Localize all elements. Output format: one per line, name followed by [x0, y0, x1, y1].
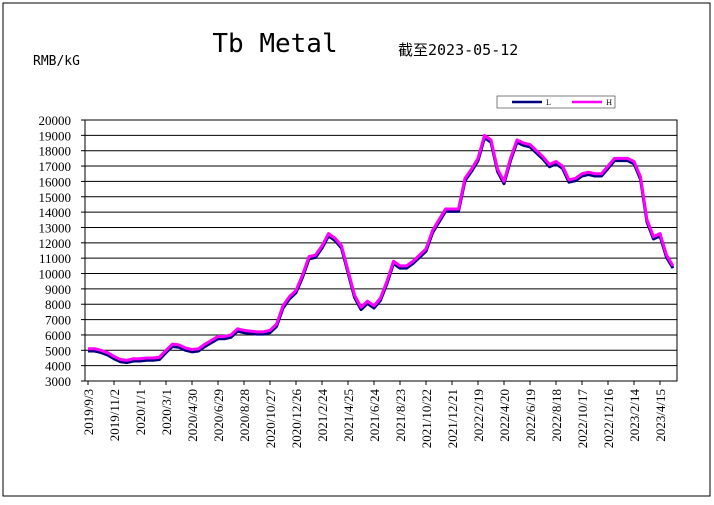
y-tick-label: 11000: [39, 251, 71, 266]
plot-area: [84, 119, 678, 382]
y-tick-label: 14000: [39, 205, 72, 220]
x-tick-label: 2021/8/23: [393, 389, 408, 442]
x-tick-label: 2021/2/24: [315, 389, 330, 442]
x-tick-label: 2019/11/2: [107, 389, 122, 441]
y-tick-label: 13000: [39, 220, 72, 235]
legend-label: H: [606, 99, 612, 107]
y-tick-label: 9000: [45, 282, 71, 297]
x-tick-label: 2020/6/29: [211, 389, 226, 442]
x-tick-label: 2020/4/30: [185, 389, 200, 442]
legend-label: L: [546, 99, 551, 107]
x-tick-label: 2020/12/26: [289, 389, 304, 449]
x-tick-label: 2021/6/24: [367, 389, 382, 442]
x-tick-label: 2023/2/14: [627, 389, 642, 442]
y-tick-label: 3000: [45, 374, 71, 389]
x-tick-label: 2019/9/3: [81, 389, 96, 435]
x-tick-label: 2022/10/17: [575, 389, 590, 449]
x-tick-label: 2021/12/21: [445, 389, 460, 448]
y-tick-label: 18000: [39, 144, 72, 159]
x-tick-label: 2021/4/25: [341, 389, 356, 442]
y-tick-label: 20000: [39, 113, 72, 128]
y-tick-label: 8000: [45, 297, 71, 312]
x-tick-label: 2020/3/1: [159, 389, 174, 435]
x-tick-label: 2022/6/19: [523, 389, 538, 442]
chart-subtitle: 截至2023-05-12: [398, 41, 518, 59]
y-tick-label: 4000: [45, 359, 71, 374]
x-tick-label: 2022/8/18: [549, 389, 564, 442]
series-line: [88, 133, 675, 362]
chart-title: Tb Metal: [212, 29, 337, 59]
y-tick-label: 12000: [39, 236, 72, 251]
legend-box: [496, 95, 616, 109]
y-tick-label: 7000: [45, 313, 71, 328]
y-axis-label: RMB/kG: [33, 54, 80, 69]
y-tick-label: 5000: [45, 343, 71, 358]
x-tick-label: 2020/10/27: [263, 389, 278, 449]
x-tick-label: 2020/8/28: [237, 389, 252, 442]
x-tick-label: 2022/12/16: [601, 389, 616, 449]
y-tick-label: 10000: [39, 267, 72, 282]
x-tick-label: 2020/1/1: [133, 389, 148, 435]
x-tick-label: 2021/10/22: [419, 389, 434, 448]
y-tick-label: 15000: [39, 190, 72, 205]
x-tick-label: 2023/4/15: [653, 389, 668, 442]
y-tick-label: 19000: [39, 128, 72, 143]
y-tick-label: 6000: [45, 328, 71, 343]
y-tick-label: 17000: [39, 159, 72, 174]
x-tick-label: 2022/2/19: [471, 389, 486, 442]
x-tick-label: 2022/4/20: [497, 389, 512, 442]
y-tick-label: 16000: [39, 174, 72, 189]
